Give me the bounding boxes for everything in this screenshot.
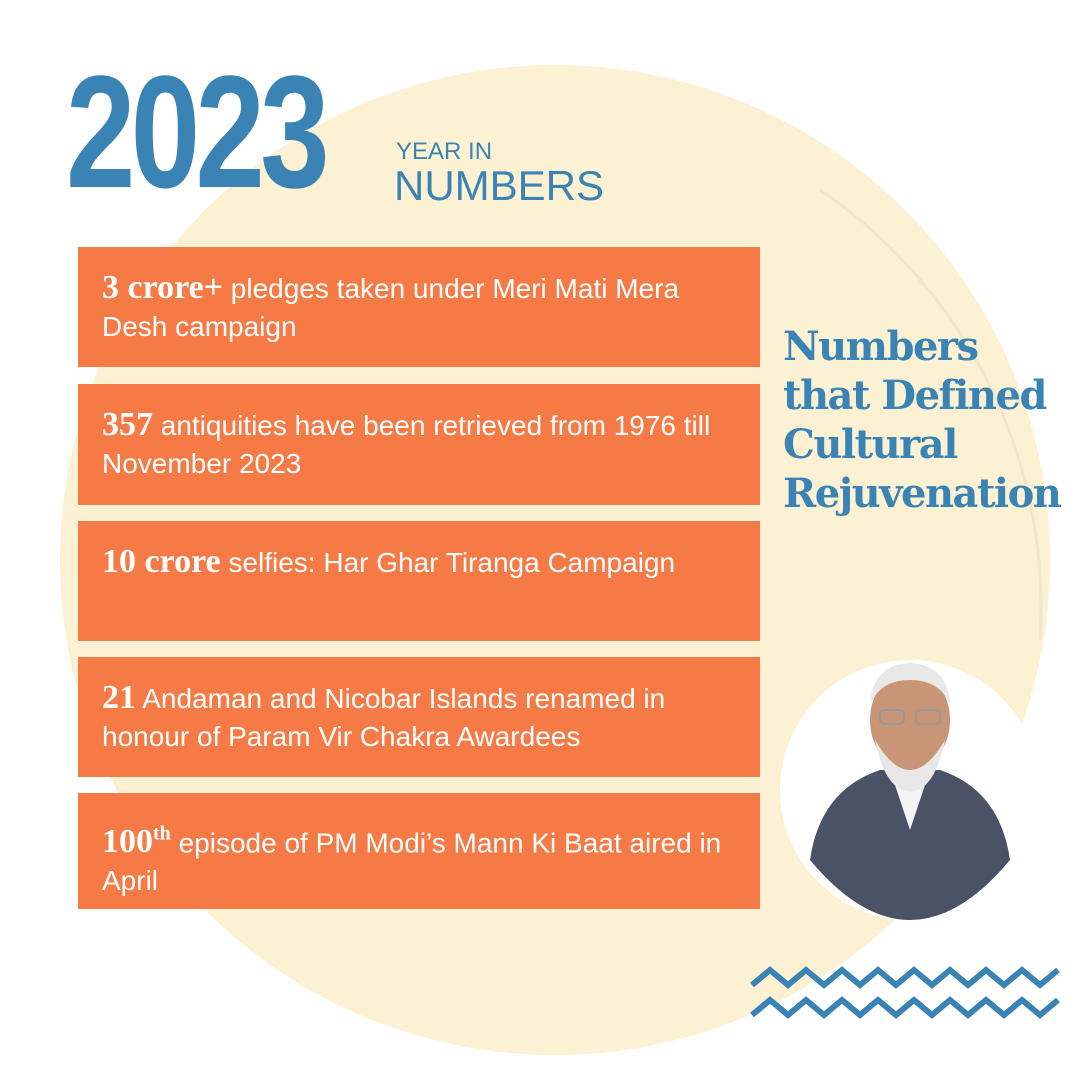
item-box: 21 Andaman and Nicobar Islands renamed i… [78, 657, 760, 777]
item-highlight: 21 [102, 679, 136, 716]
item-text: Andaman and Nicobar Islands renamed in h… [102, 683, 666, 752]
subtitle: NUMBERS [394, 162, 605, 209]
item-text: antiquities have been retrieved from 197… [102, 410, 711, 479]
item-box: 357 antiquities have been retrieved from… [78, 384, 760, 505]
item-box: 3 crore+ pledges taken under Meri Mati M… [78, 247, 760, 367]
side-title-line: Cultural [783, 421, 958, 468]
item-box: 100th episode of PM Modi’s Mann Ki Baat … [78, 793, 760, 909]
item-text: episode of PM Modi’s Mann Ki Baat aired … [102, 827, 722, 897]
item-highlight: 100th [102, 823, 171, 861]
item-superscript: th [153, 823, 171, 845]
side-title-line: Rejuvenation [783, 470, 1062, 517]
item-highlight: 3 crore+ [102, 269, 224, 306]
side-title-line: Numbers [783, 323, 979, 370]
item-highlight: 10 crore [102, 543, 221, 580]
side-title: Numbers that Defined Cultural Rejuvenation [783, 322, 1062, 518]
year: 2023 [66, 42, 330, 221]
waves [750, 966, 1060, 1019]
kicker: YEAR IN [396, 138, 493, 165]
item-highlight: 357 [102, 406, 153, 443]
arc-line [819, 188, 1043, 641]
item-text: selfies: Har Ghar Tiranga Campaign [228, 547, 676, 578]
item-box: 10 crore selfies: Har Ghar Tiranga Campa… [78, 521, 760, 641]
side-title-line: that Defined [783, 372, 1047, 419]
portrait [810, 663, 1010, 920]
item-text: pledges taken under Meri Mati Mera Desh … [102, 273, 680, 342]
